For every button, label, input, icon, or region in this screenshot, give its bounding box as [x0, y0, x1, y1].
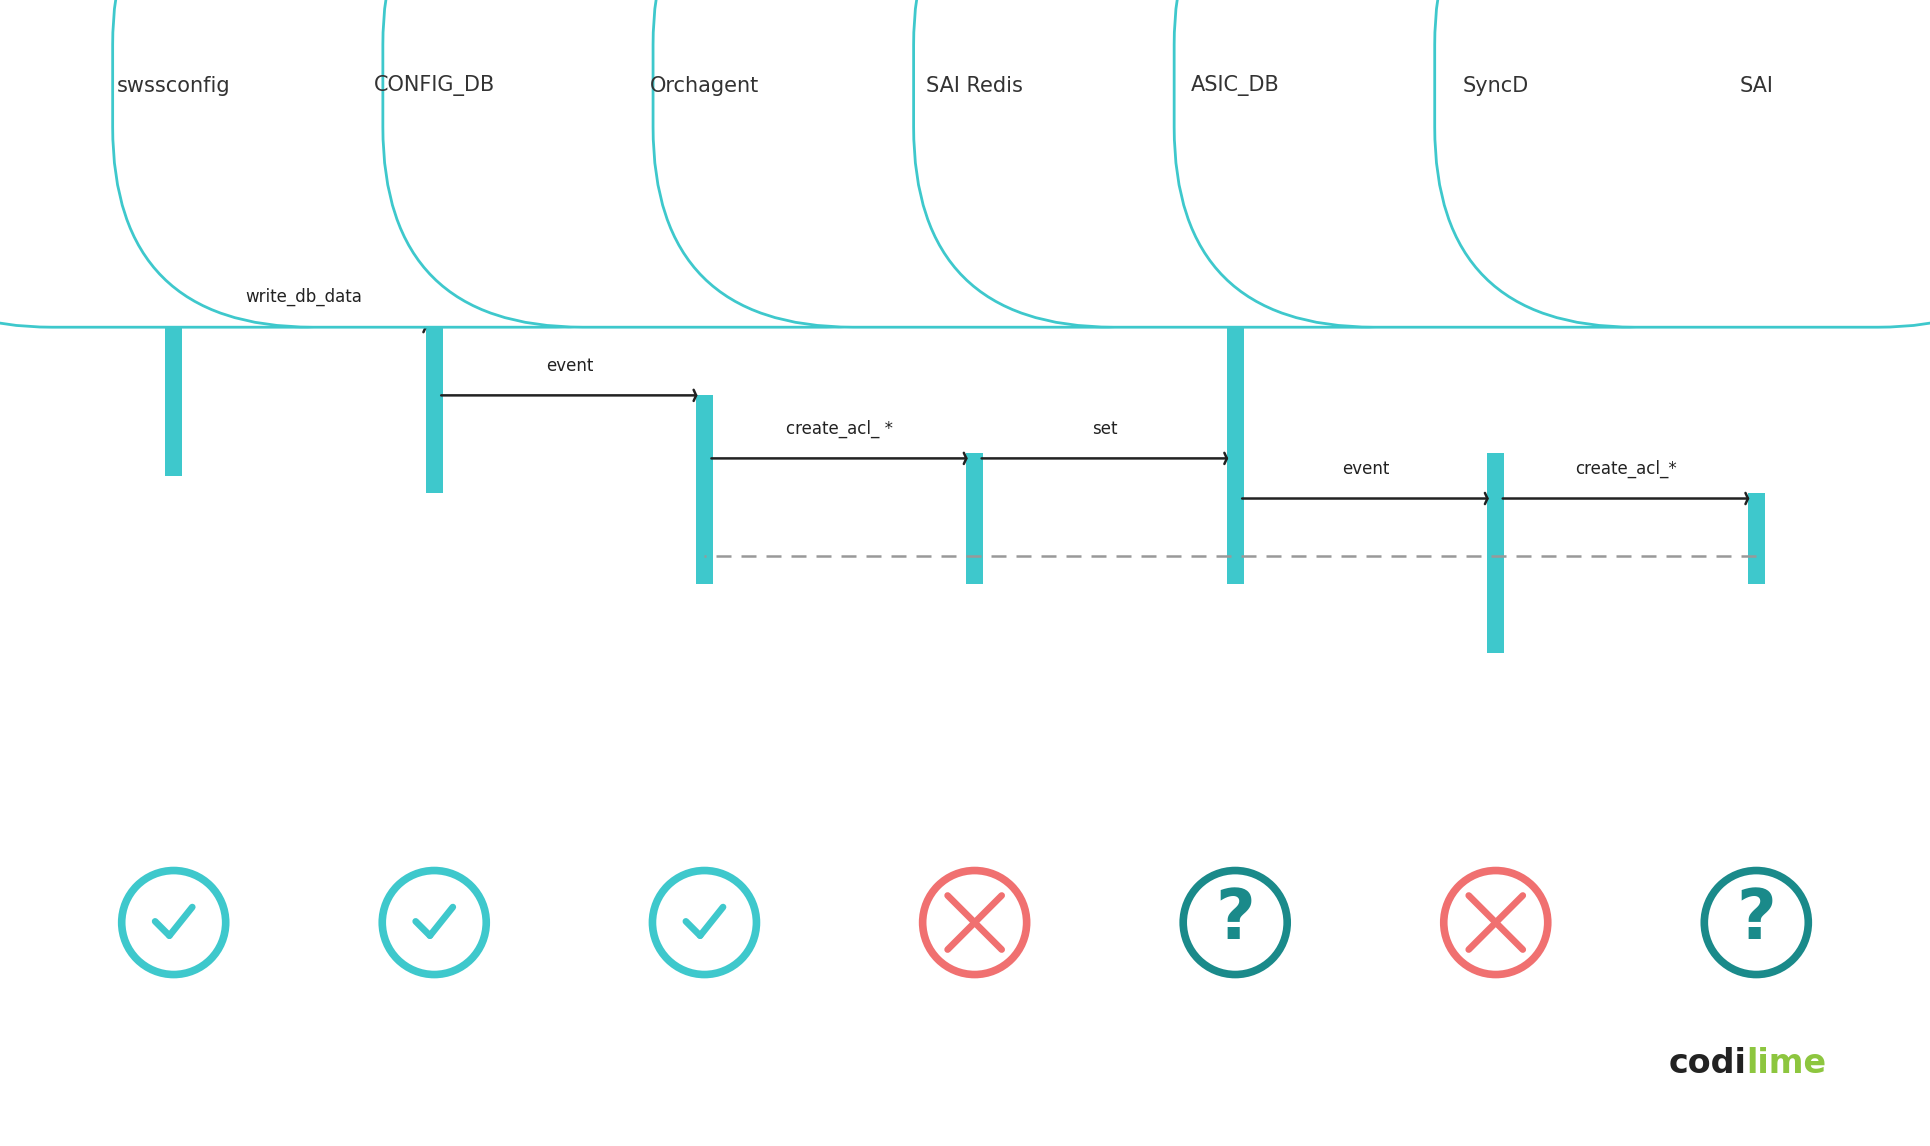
Text: set: set	[1092, 419, 1117, 438]
FancyBboxPatch shape	[0, 0, 496, 328]
FancyBboxPatch shape	[652, 0, 1297, 328]
Text: write_db_data: write_db_data	[245, 288, 363, 306]
Text: SyncD: SyncD	[1463, 76, 1529, 96]
Text: codi: codi	[1669, 1047, 1747, 1080]
Bar	[1486, 453, 1505, 653]
Text: CONFIG_DB: CONFIG_DB	[374, 76, 494, 96]
Bar	[425, 327, 442, 493]
Text: swssconfig: swssconfig	[118, 76, 230, 96]
Text: ASIC_DB: ASIC_DB	[1191, 76, 1280, 96]
FancyBboxPatch shape	[1434, 0, 1930, 328]
Text: create_acl_*: create_acl_*	[1575, 460, 1677, 478]
FancyBboxPatch shape	[382, 0, 1027, 328]
Text: SAI: SAI	[1739, 76, 1774, 96]
FancyBboxPatch shape	[112, 0, 757, 328]
FancyBboxPatch shape	[1173, 0, 1818, 328]
Bar	[164, 281, 181, 476]
Text: ?: ?	[1216, 886, 1255, 953]
Bar	[1749, 493, 1766, 584]
Text: Orchagent: Orchagent	[650, 76, 758, 96]
FancyBboxPatch shape	[913, 0, 1558, 328]
Bar	[1227, 275, 1245, 584]
Text: SAI Redis: SAI Redis	[926, 76, 1023, 96]
Text: lime: lime	[1747, 1047, 1828, 1080]
Text: ?: ?	[1737, 886, 1776, 953]
Text: create_acl_ *: create_acl_ *	[786, 419, 894, 438]
Bar	[695, 395, 714, 584]
Text: event: event	[546, 356, 593, 375]
Text: event: event	[1341, 460, 1390, 478]
Bar	[967, 453, 984, 584]
